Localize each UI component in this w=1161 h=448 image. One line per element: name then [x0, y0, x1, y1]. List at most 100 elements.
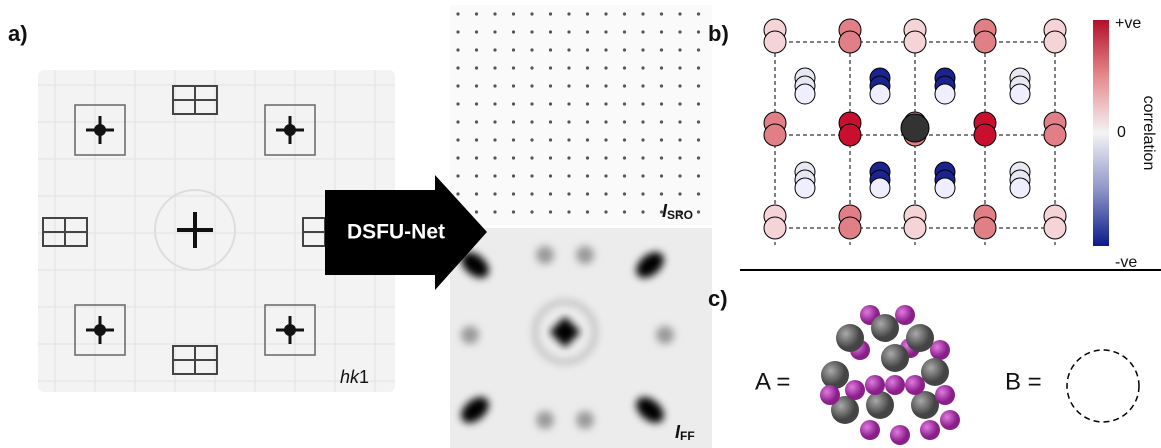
sro-dot — [456, 84, 459, 87]
sro-dot — [660, 84, 663, 87]
atom — [1044, 124, 1066, 146]
sro-dot — [678, 192, 681, 195]
sro-dot — [697, 156, 700, 159]
sro-dot — [678, 138, 681, 141]
atom-a — [866, 391, 894, 419]
sro-dot — [660, 138, 663, 141]
sro-dot — [567, 120, 570, 123]
sro-dot — [549, 120, 552, 123]
ff-spot — [536, 246, 554, 264]
sro-dot — [678, 30, 681, 33]
sro-dot — [549, 192, 552, 195]
panel-label: b) — [708, 21, 729, 46]
atom — [974, 124, 996, 146]
sro-dot — [512, 84, 515, 87]
atom-a — [871, 314, 899, 342]
sro-dot — [697, 138, 700, 141]
sro-dot — [678, 156, 681, 159]
atom — [870, 84, 890, 104]
sro-dot — [475, 174, 478, 177]
sro-dot — [512, 12, 515, 15]
sro-dot — [697, 120, 700, 123]
sro-dot — [512, 66, 515, 69]
atom — [839, 217, 861, 239]
atom-b — [865, 375, 885, 395]
atom-b — [920, 420, 940, 440]
sro-dot — [641, 66, 644, 69]
atom — [764, 217, 786, 239]
sro-dot — [456, 102, 459, 105]
input-label-italic: hk — [340, 367, 360, 387]
atom-a — [881, 344, 909, 372]
ff-subscript: FF — [680, 429, 695, 443]
sro-dot — [493, 102, 496, 105]
sro-dot — [623, 48, 626, 51]
sro-dot — [549, 102, 552, 105]
sro-dot — [604, 174, 607, 177]
atom-b — [860, 420, 880, 440]
sro-dot — [641, 48, 644, 51]
sro-dot — [623, 12, 626, 15]
sro-dot — [493, 30, 496, 33]
atom — [904, 217, 926, 239]
atom — [764, 31, 786, 53]
sro-dot — [512, 156, 515, 159]
atom — [870, 178, 890, 198]
panel-label: a) — [8, 21, 28, 46]
lattice — [764, 19, 1066, 245]
atom — [1010, 178, 1030, 198]
sro-dot — [549, 174, 552, 177]
b-label: B = — [1005, 368, 1042, 395]
sro-dot — [604, 102, 607, 105]
cluster — [820, 305, 960, 445]
atom — [795, 84, 815, 104]
atom — [795, 178, 815, 198]
sro-dot — [586, 48, 589, 51]
sro-dot — [660, 174, 663, 177]
sro-dot — [641, 12, 644, 15]
sro-dot — [456, 48, 459, 51]
atom-a — [911, 391, 939, 419]
empty-cluster — [1067, 350, 1139, 422]
sro-dot — [549, 84, 552, 87]
sro-dot — [641, 210, 644, 213]
sro-dot — [456, 30, 459, 33]
sro-dot — [623, 192, 626, 195]
sro-dot — [512, 210, 515, 213]
sro-subscript: SRO — [667, 208, 693, 222]
sro-dot — [512, 192, 515, 195]
sro-dot — [697, 174, 700, 177]
sro-dot — [641, 138, 644, 141]
sro-dot — [567, 174, 570, 177]
sro-dot — [512, 138, 515, 141]
colorbar-bottom: -ve — [1115, 254, 1137, 271]
atom — [839, 31, 861, 53]
sro-dot — [604, 138, 607, 141]
sro-dot — [475, 66, 478, 69]
sro-dot — [549, 210, 552, 213]
ff-spot — [461, 326, 479, 344]
atom-a — [906, 324, 934, 352]
sro-dot — [475, 138, 478, 141]
sro-dot — [493, 120, 496, 123]
sro-dot — [586, 30, 589, 33]
sro-dot — [660, 156, 663, 159]
atom — [935, 178, 955, 198]
sro-dot — [456, 174, 459, 177]
sro-dot — [678, 120, 681, 123]
sro-dot — [456, 156, 459, 159]
sro-dot — [530, 102, 533, 105]
center-atom — [901, 114, 929, 142]
sro-dot — [530, 192, 533, 195]
sro-dot — [586, 192, 589, 195]
sro-dot — [493, 138, 496, 141]
sro-dot — [530, 66, 533, 69]
sro-dot — [475, 156, 478, 159]
sro-dot — [660, 48, 663, 51]
sro-dot — [530, 156, 533, 159]
sro-dot — [493, 66, 496, 69]
network-name: DSFU-Net — [347, 221, 445, 244]
sro-dot — [493, 84, 496, 87]
colorbar-title: correlation — [1140, 96, 1157, 171]
sro-dot — [586, 66, 589, 69]
